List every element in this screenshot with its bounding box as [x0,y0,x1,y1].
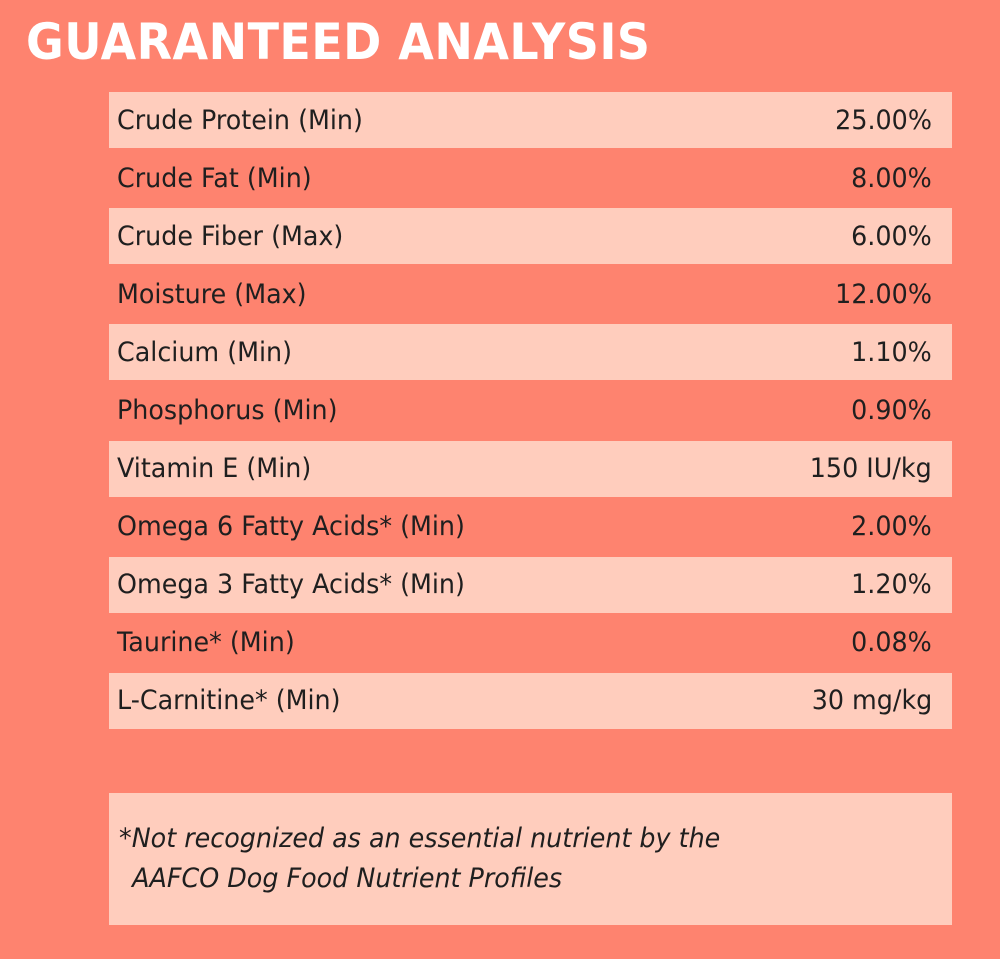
table-row: Calcium (Min) 1.10% [109,324,952,381]
nutrient-label: Crude Fat (Min) [117,162,312,194]
table-row: Omega 3 Fatty Acids* (Min) 1.20% [109,556,952,613]
table-row: Crude Protein (Min) 25.00% [109,92,952,148]
nutrient-label: Crude Fiber (Max) [117,220,344,252]
table-row: L-Carnitine* (Min) 30 mg/kg [109,672,952,729]
footnote-line: *Not recognized as an essential nutrient… [119,823,721,854]
nutrient-label: Omega 6 Fatty Acids* (Min) [117,511,465,543]
guaranteed-analysis-table: Crude Protein (Min) 25.00% Crude Fat (Mi… [109,91,952,730]
footnote-line: AAFCO Dog Food Nutrient Profiles [132,863,563,894]
nutrient-value: 30 mg/kg [811,685,932,717]
nutrient-label: Vitamin E (Min) [117,453,312,485]
page-title: GUARANTEED ANALYSIS [26,13,651,71]
nutrient-value: 150 IU/kg [810,453,932,485]
nutrient-label: Omega 3 Fatty Acids* (Min) [117,569,465,601]
nutrient-value: 12.00% [835,278,932,310]
nutrient-label: Crude Protein (Min) [117,104,363,136]
table-row: Taurine* (Min) 0.08% [109,614,952,672]
table-row: Crude Fat (Min) 8.00% [109,149,952,207]
nutrient-value: 2.00% [851,511,932,543]
table-row: Phosphorus (Min) 0.90% [109,381,952,439]
nutrient-label: Moisture (Max) [117,278,307,310]
table-row: Vitamin E (Min) 150 IU/kg [109,440,952,497]
nutrient-value: 6.00% [851,220,932,252]
nutrient-value: 0.90% [851,394,932,426]
nutrient-value: 0.08% [851,627,932,659]
nutrient-value: 8.00% [851,162,932,194]
nutrient-value: 1.20% [851,569,932,601]
nutrient-value: 25.00% [835,104,932,136]
footnote-box: *Not recognized as an essential nutrient… [109,793,952,925]
nutrient-label: Calcium (Min) [117,336,293,368]
nutrient-label: Phosphorus (Min) [117,394,338,426]
nutrient-value: 1.10% [851,336,932,368]
table-row: Crude Fiber (Max) 6.00% [109,208,952,265]
table-row: Omega 6 Fatty Acids* (Min) 2.00% [109,498,952,556]
table-row: Moisture (Max) 12.00% [109,265,952,323]
nutrient-label: L-Carnitine* (Min) [117,685,341,717]
nutrient-label: Taurine* (Min) [117,627,295,659]
